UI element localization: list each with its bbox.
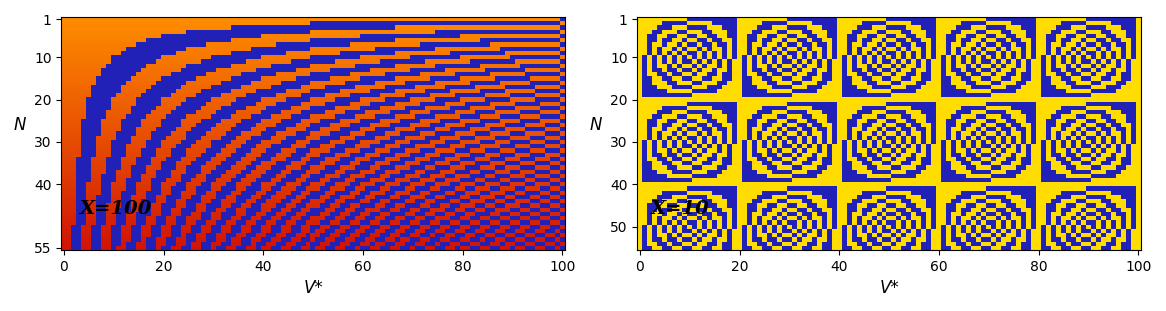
Text: X=10: X=10 — [649, 200, 709, 218]
Y-axis label: N: N — [14, 115, 27, 133]
X-axis label: V*: V* — [879, 279, 899, 297]
X-axis label: V*: V* — [303, 279, 323, 297]
Y-axis label: N: N — [590, 115, 603, 133]
Text: X=100: X=100 — [79, 200, 152, 218]
